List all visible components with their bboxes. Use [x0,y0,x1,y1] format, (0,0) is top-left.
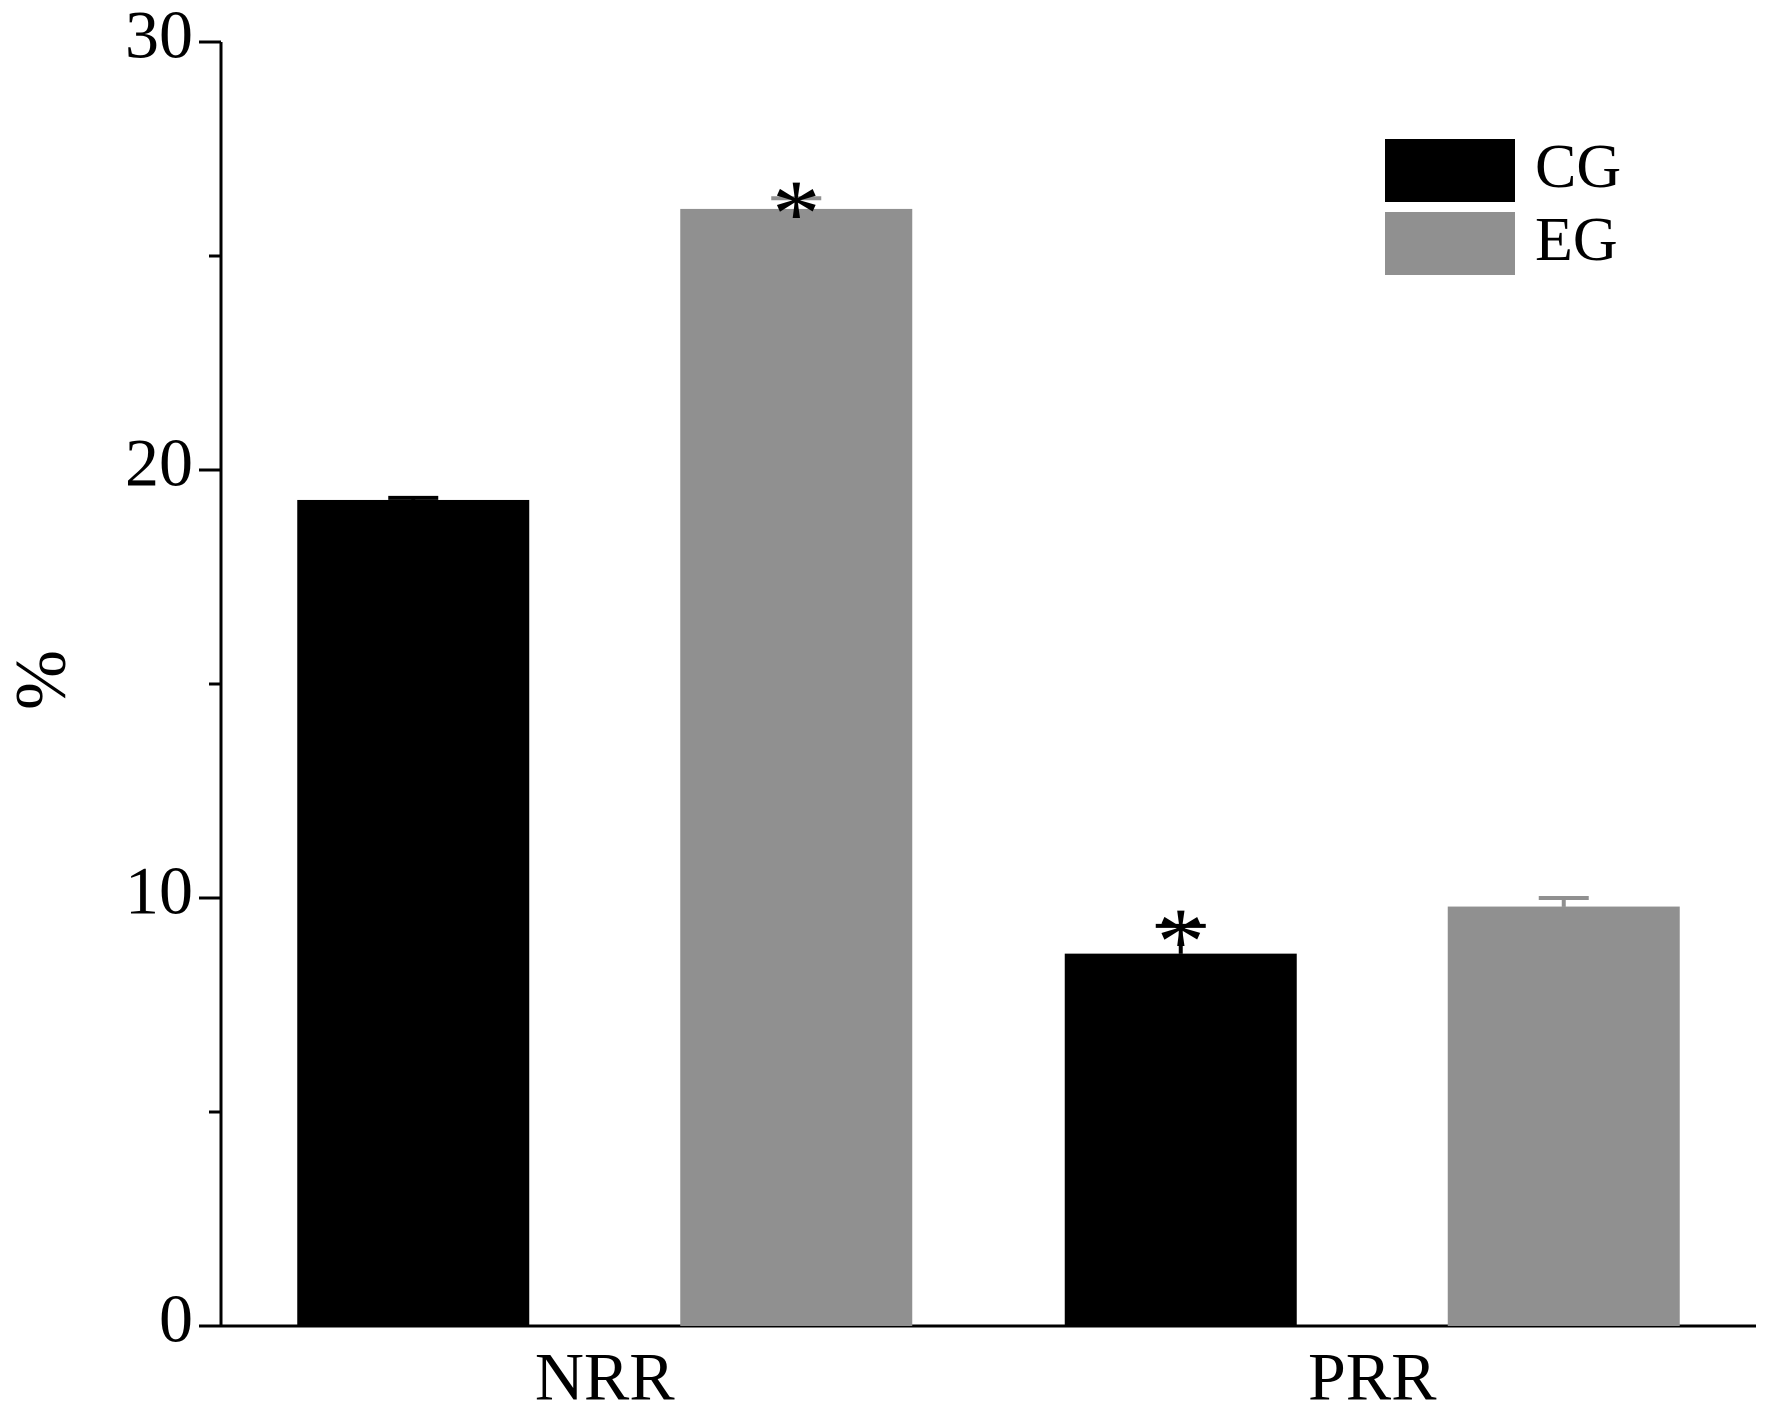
error-bar [388,495,439,500]
y-tick-label: 30 [125,0,193,73]
y-tick-label: 10 [125,853,193,929]
legend-swatch [1385,139,1515,202]
bar [297,499,530,1327]
x-tick-label: PRR [1308,1339,1437,1413]
legend-label: EG [1535,206,1618,274]
x-tick-label: NRR [535,1339,675,1413]
y-tick-label: 20 [125,425,193,501]
y-axis-label: % [1,650,81,710]
legend-label: CG [1535,133,1621,201]
bar [680,208,913,1326]
error-bar [1538,896,1589,907]
significance-marker: * [772,160,820,267]
error-bar [1155,923,1206,954]
bar [1447,906,1680,1326]
error-bar [771,196,822,209]
bar [1064,953,1297,1326]
legend-swatch [1385,212,1515,275]
significance-marker: * [1157,888,1205,995]
y-tick-label: 0 [159,1281,193,1357]
